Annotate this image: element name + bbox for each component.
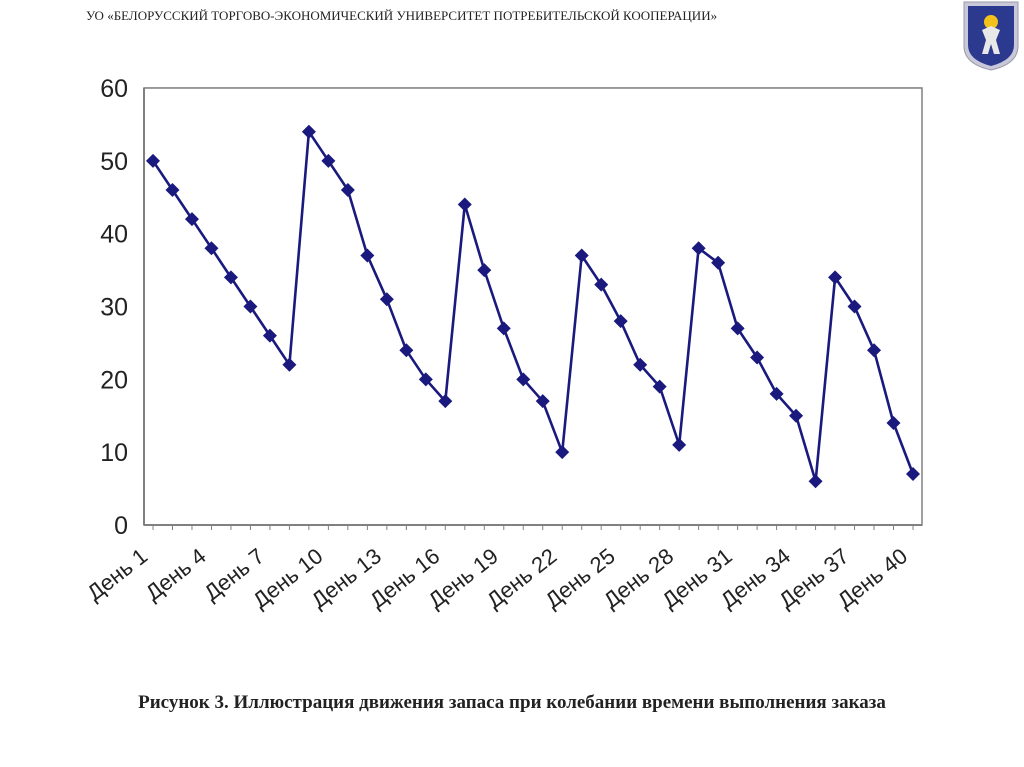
data-point-marker [321,153,336,168]
header-organization-title: УО «БЕЛОРУССКИЙ ТОРГОВО-ЭКОНОМИЧЕСКИЙ УН… [86,8,718,23]
data-point-marker [672,437,687,452]
data-point-marker [769,386,784,401]
data-point-marker [379,292,394,307]
data-point-marker [730,321,745,336]
data-point-marker [340,182,355,197]
data-point-marker [223,270,238,285]
data-point-marker [828,270,843,285]
data-point-marker [594,277,609,292]
x-tick-label: День 4 [141,543,211,605]
data-point-marker [789,408,804,423]
data-point-marker [535,394,550,409]
emblem-sun [984,15,998,29]
figure-caption: Рисунок 3. Иллюстрация движения запаса п… [138,692,886,713]
data-point-marker [496,321,511,336]
series-line [151,130,915,483]
y-tick-label: 10 [100,439,128,467]
y-axis-tick-labels: 0 10 20 30 40 50 60 [100,75,128,540]
data-point-marker [146,153,160,168]
data-point-marker [418,372,433,387]
data-point-marker [477,263,492,278]
data-point-marker [360,248,375,263]
y-tick-label: 20 [100,366,128,394]
data-point-marker [750,350,765,365]
data-point-marker [243,299,258,314]
data-point-marker [282,357,297,372]
chart-series [146,124,920,489]
data-point-marker [165,182,180,197]
data-point-marker [262,328,277,343]
data-point-marker [516,372,531,387]
y-tick-label: 0 [114,512,128,540]
data-point-marker [711,255,726,270]
data-point-marker [867,343,882,358]
data-point-marker [457,197,472,212]
data-point-marker [301,124,316,139]
data-point-marker [847,299,862,314]
emblem-figure [982,26,1000,54]
data-point-marker [633,357,648,372]
data-point-marker [613,314,628,329]
data-point-marker [574,248,589,263]
data-point-marker [886,416,901,431]
data-point-marker [438,394,453,409]
data-point-marker [652,379,667,394]
data-point-marker [555,445,570,460]
plot-area-frame [143,87,923,526]
university-coat-of-arms-icon [963,1,1019,71]
y-tick-label: 30 [100,294,128,322]
data-point-marker [808,474,823,489]
x-tick-label: День 1 [82,543,152,605]
data-point-marker [204,241,219,256]
y-tick-label: 40 [100,221,128,249]
data-point-marker [906,467,920,482]
data-point-marker [184,212,199,227]
data-point-marker [691,241,706,256]
data-point-marker [399,343,414,358]
chart-axes [143,87,923,530]
y-tick-label: 60 [100,75,128,103]
y-tick-label: 50 [100,148,128,176]
